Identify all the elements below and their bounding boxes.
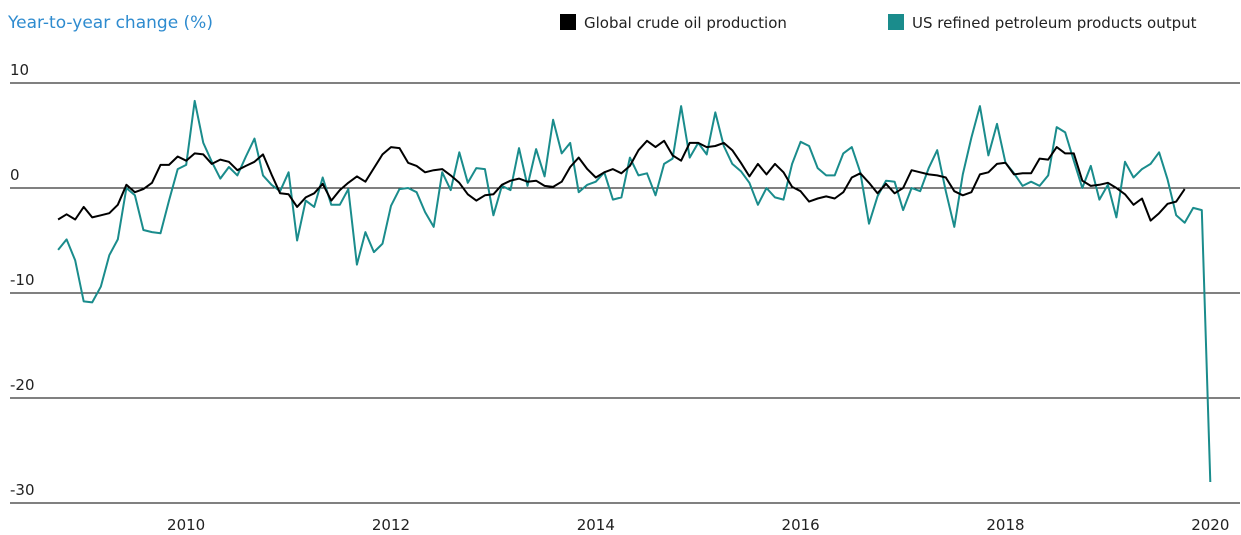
x-tick-label: 2020 bbox=[1191, 516, 1229, 534]
x-tick-label: 2016 bbox=[782, 516, 820, 534]
y-tick-label: 0 bbox=[10, 166, 20, 184]
line-series bbox=[57, 139, 1186, 222]
y-tick-label: -20 bbox=[10, 376, 35, 394]
legend-label: US refined petroleum products output bbox=[912, 14, 1197, 32]
line-series bbox=[57, 99, 1212, 483]
x-tick-label: 2014 bbox=[577, 516, 615, 534]
x-tick-label: 2010 bbox=[167, 516, 205, 534]
legend-swatch bbox=[560, 14, 576, 30]
x-tick-label: 2012 bbox=[372, 516, 410, 534]
y-tick-label: -30 bbox=[10, 481, 35, 499]
chart-title: Year-to-year change (%) bbox=[7, 13, 213, 33]
legend-label: Global crude oil production bbox=[584, 14, 787, 32]
y-tick-label: -10 bbox=[10, 271, 35, 289]
legend-swatch bbox=[888, 14, 904, 30]
x-tick-label: 2018 bbox=[986, 516, 1024, 534]
y-tick-label: 10 bbox=[10, 61, 29, 79]
